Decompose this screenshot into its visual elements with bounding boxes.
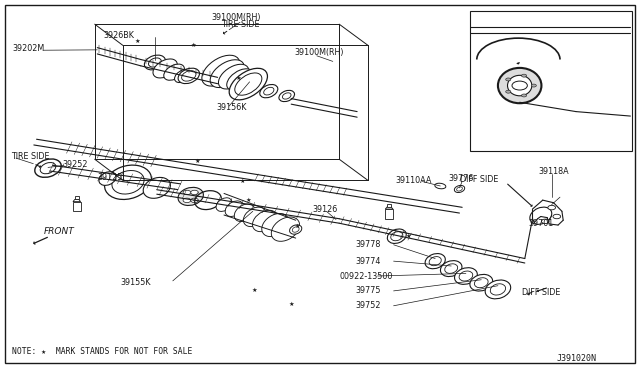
Text: FRONT: FRONT <box>44 227 74 236</box>
Ellipse shape <box>498 68 541 103</box>
Ellipse shape <box>279 90 294 102</box>
Text: 39125: 39125 <box>97 173 123 182</box>
Bar <box>75 196 79 199</box>
Text: ★: ★ <box>406 234 411 239</box>
Ellipse shape <box>243 207 266 227</box>
Text: 39252: 39252 <box>63 160 88 169</box>
Ellipse shape <box>145 55 165 70</box>
Circle shape <box>512 81 527 90</box>
Text: ★: ★ <box>246 198 251 203</box>
Ellipse shape <box>440 261 462 276</box>
Ellipse shape <box>470 275 493 291</box>
Ellipse shape <box>143 177 170 198</box>
Ellipse shape <box>164 64 184 80</box>
Circle shape <box>183 198 191 203</box>
Ellipse shape <box>229 68 268 100</box>
Text: ★: ★ <box>195 159 200 164</box>
Polygon shape <box>385 207 393 209</box>
Ellipse shape <box>454 268 477 284</box>
Bar <box>385 209 393 219</box>
Bar <box>387 204 391 207</box>
Text: DIFF SIDE: DIFF SIDE <box>460 175 498 184</box>
Ellipse shape <box>225 201 243 217</box>
Circle shape <box>183 190 191 195</box>
Text: 39778: 39778 <box>355 240 381 249</box>
Bar <box>470 11 632 151</box>
Ellipse shape <box>202 55 240 86</box>
Circle shape <box>531 84 536 87</box>
Text: DIFF SIDE: DIFF SIDE <box>522 288 560 296</box>
Ellipse shape <box>178 187 204 205</box>
Ellipse shape <box>530 207 552 224</box>
Text: ★: ★ <box>191 43 196 48</box>
Text: 39752: 39752 <box>355 301 381 310</box>
Ellipse shape <box>210 60 244 87</box>
Text: 39701: 39701 <box>528 219 553 228</box>
Text: ★: ★ <box>252 288 257 293</box>
Ellipse shape <box>262 214 289 237</box>
Text: ★: ★ <box>236 76 241 81</box>
Text: 39202M: 39202M <box>13 44 45 53</box>
Ellipse shape <box>153 59 177 78</box>
Text: TIRE SIDE: TIRE SIDE <box>221 20 259 29</box>
Ellipse shape <box>425 254 445 269</box>
Ellipse shape <box>35 159 61 177</box>
Circle shape <box>522 74 527 77</box>
Text: 39126: 39126 <box>312 205 337 214</box>
Text: 39775: 39775 <box>355 286 381 295</box>
Ellipse shape <box>178 68 200 84</box>
Ellipse shape <box>253 210 277 232</box>
Ellipse shape <box>435 183 446 189</box>
Text: 39100M(RH): 39100M(RH) <box>294 48 344 57</box>
Ellipse shape <box>227 69 253 90</box>
Ellipse shape <box>485 280 511 299</box>
Text: 39110AA: 39110AA <box>396 176 432 185</box>
Ellipse shape <box>387 229 406 243</box>
Circle shape <box>191 198 198 203</box>
Text: ★: ★ <box>295 224 300 230</box>
Circle shape <box>541 219 549 224</box>
Text: ★: ★ <box>135 39 140 44</box>
Text: 3926BK: 3926BK <box>104 31 134 40</box>
Circle shape <box>548 205 556 210</box>
Text: ★: ★ <box>289 302 294 307</box>
Polygon shape <box>73 199 81 202</box>
Circle shape <box>506 78 511 81</box>
Text: TIRE SIDE: TIRE SIDE <box>12 153 50 161</box>
Ellipse shape <box>260 84 278 98</box>
Bar <box>73 202 81 211</box>
Ellipse shape <box>235 73 258 92</box>
Ellipse shape <box>234 204 255 222</box>
Ellipse shape <box>216 198 232 211</box>
Circle shape <box>191 190 198 195</box>
Ellipse shape <box>454 185 465 193</box>
Ellipse shape <box>104 165 152 199</box>
Text: 00922-13500: 00922-13500 <box>339 272 392 280</box>
Ellipse shape <box>289 225 302 234</box>
Ellipse shape <box>112 170 144 194</box>
Text: 39118A: 39118A <box>539 167 570 176</box>
Ellipse shape <box>271 217 300 241</box>
Text: 39156K: 39156K <box>216 103 246 112</box>
Ellipse shape <box>175 69 191 83</box>
Text: J391020N: J391020N <box>557 355 596 363</box>
Ellipse shape <box>99 172 116 185</box>
Text: 39776: 39776 <box>448 174 474 183</box>
Circle shape <box>553 214 561 219</box>
Text: 39100M(RH): 39100M(RH) <box>211 13 260 22</box>
Text: 39155K: 39155K <box>120 278 151 287</box>
Circle shape <box>506 90 511 93</box>
Text: ★: ★ <box>239 179 244 184</box>
Ellipse shape <box>218 64 249 89</box>
Text: NOTE: ★  MARK STANDS FOR NOT FOR SALE: NOTE: ★ MARK STANDS FOR NOT FOR SALE <box>12 347 192 356</box>
Text: 39774: 39774 <box>355 257 381 266</box>
Ellipse shape <box>508 75 532 96</box>
Circle shape <box>522 94 527 97</box>
